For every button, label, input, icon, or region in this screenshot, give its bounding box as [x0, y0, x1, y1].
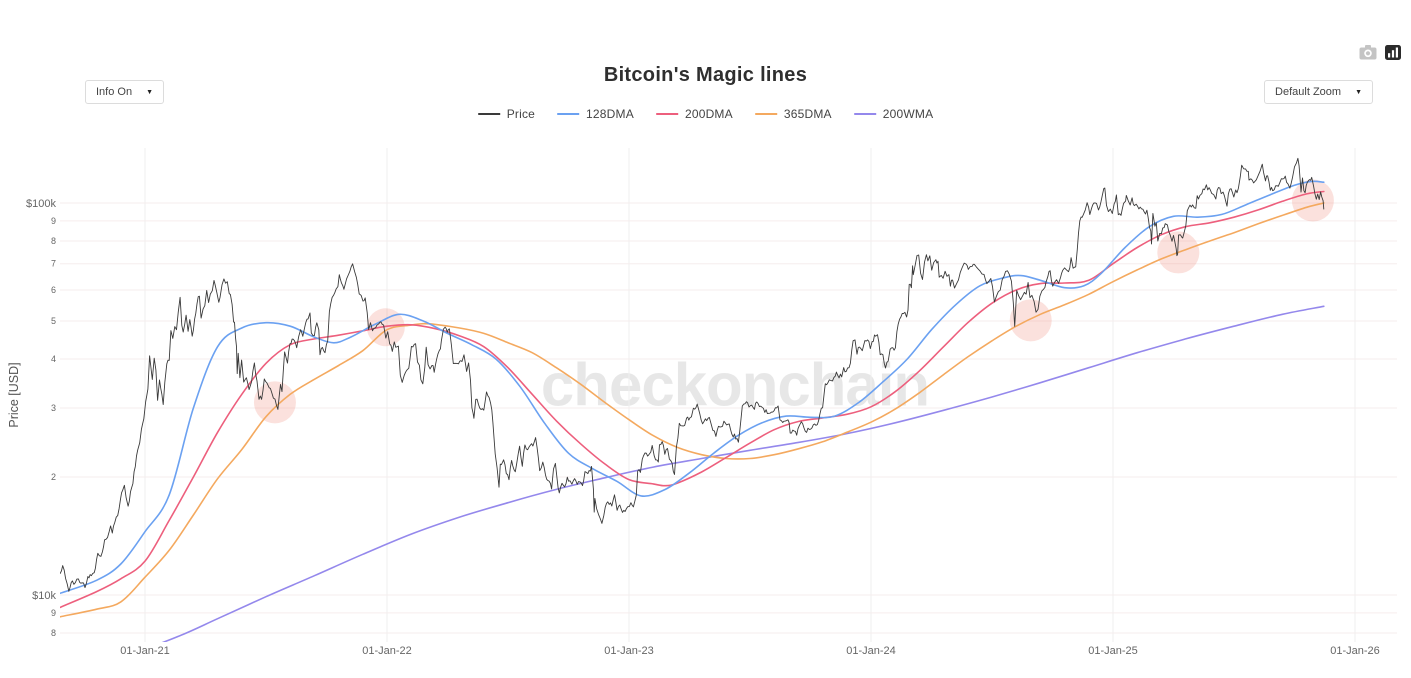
- page-title: Bitcoin's Magic lines: [603, 64, 808, 86]
- highlight-circle: [366, 308, 405, 347]
- y-tick-label: $100k: [26, 198, 56, 210]
- zoom-dropdown-label: Default Zoom: [1275, 86, 1342, 98]
- legend-item-200wma[interactable]: 200WMA: [853, 107, 934, 121]
- x-tick-label: 01-Jan-24: [846, 645, 896, 657]
- plotly-logo-icon[interactable]: [1385, 44, 1401, 60]
- legend-item-price[interactable]: Price: [477, 107, 536, 121]
- x-tick-label: 01-Jan-26: [1330, 645, 1380, 657]
- x-tick-label: 01-Jan-22: [362, 645, 412, 657]
- legend-item-128dma[interactable]: 128DMA: [557, 107, 634, 121]
- x-tick-label: 01-Jan-23: [604, 645, 654, 657]
- series-line-price: [60, 157, 1325, 592]
- chevron-down-icon: ▼: [146, 88, 154, 96]
- legend-swatch: [557, 113, 580, 115]
- series-lines: [60, 157, 1325, 642]
- y-tick-label: $10k: [32, 590, 56, 602]
- legend-swatch: [853, 113, 876, 115]
- camera-icon[interactable]: [1359, 44, 1377, 60]
- chart-legend: Price 128DMA 200DMA 365DMA 200WMA: [477, 107, 934, 121]
- y-tick-label: 5: [51, 316, 56, 326]
- legend-label: 200WMA: [882, 107, 934, 121]
- series-line-200dma: [60, 190, 1325, 609]
- x-tick-label: 01-Jan-25: [1088, 645, 1138, 657]
- plotly-modebar: [1359, 44, 1401, 60]
- legend-label: 365DMA: [783, 107, 832, 121]
- y-tick-label: 9: [51, 608, 56, 618]
- legend-label: 200DMA: [684, 107, 733, 121]
- y-tick-label: 8: [51, 236, 56, 246]
- x-tick-label: 01-Jan-21: [120, 645, 170, 657]
- info-dropdown[interactable]: Info On ▼: [85, 80, 165, 104]
- y-axis-title: Price [USD]: [7, 362, 21, 428]
- axis-labels: $100k 9 8 7 6 5 4 3 2 $10k 9 8 01-Jan-21 01-Jan-22 01-…: [26, 198, 1380, 657]
- info-dropdown-label: Info On: [96, 86, 133, 98]
- y-tick-label: 6: [51, 285, 56, 295]
- y-tick-label: 9: [51, 216, 56, 226]
- highlight-circle: [1009, 299, 1052, 342]
- y-tick-label: 4: [51, 354, 56, 364]
- legend-label: 128DMA: [586, 107, 634, 121]
- legend-item-200dma[interactable]: 200DMA: [655, 107, 733, 121]
- legend-label: Price: [506, 107, 536, 121]
- legend-swatch: [655, 113, 678, 115]
- series-line-200wma: [161, 305, 1325, 642]
- y-tick-label: 8: [51, 628, 56, 638]
- legend-swatch: [754, 113, 777, 115]
- series-line-365dma: [60, 202, 1325, 618]
- chevron-down-icon: ▼: [1355, 88, 1362, 96]
- y-tick-label: 3: [51, 403, 56, 413]
- grid: [60, 148, 1397, 642]
- highlight-circle: [253, 381, 296, 424]
- legend-item-365dma[interactable]: 365DMA: [754, 107, 832, 121]
- highlight-circles: [253, 179, 1334, 424]
- series-line-128dma: [60, 180, 1325, 595]
- y-tick-label: 2: [51, 472, 56, 482]
- zoom-dropdown[interactable]: Default Zoom ▼: [1264, 80, 1373, 104]
- legend-swatch: [477, 113, 500, 115]
- highlight-circle: [1291, 179, 1334, 222]
- y-tick-label: 7: [51, 259, 56, 269]
